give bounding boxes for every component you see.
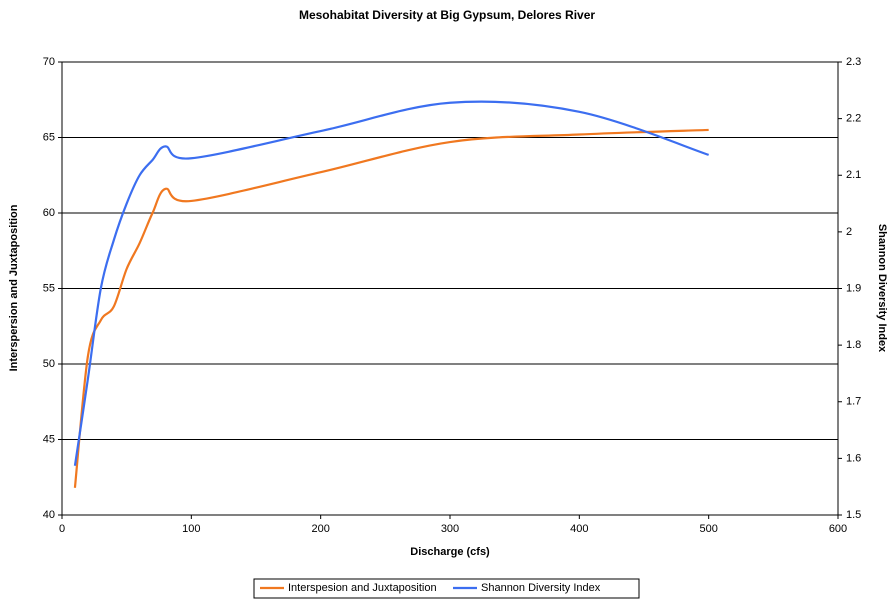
x-tick-label: 500: [699, 523, 717, 535]
x-tick-label: 200: [311, 523, 329, 535]
y2-axis-title: Shannon Diversity Index: [876, 224, 888, 353]
y2-tick-label: 2: [846, 226, 852, 238]
y2-tick-label: 1.9: [846, 282, 861, 294]
plot-frame: [61, 61, 839, 516]
y2-tick-label: 2.1: [846, 169, 861, 181]
y-tick-label: 45: [43, 433, 55, 445]
y-tick-label: 60: [43, 207, 55, 219]
x-axis-title: Discharge (cfs): [410, 546, 490, 558]
chart-title: Mesohabitat Diversity at Big Gypsum, Del…: [299, 8, 595, 22]
y-axis-title: Interspersion and Juxtaposition: [8, 204, 20, 371]
series-line: [73, 128, 709, 488]
legend-label: Interspesion and Juxtaposition: [288, 582, 437, 594]
y-tick-label: 40: [43, 509, 55, 521]
legend-label: Shannon Diversity Index: [481, 582, 601, 594]
y2-tick-label: 1.8: [846, 339, 861, 351]
y2-tick-label: 1.6: [846, 452, 861, 464]
y-tick-label: 55: [43, 282, 55, 294]
x-tick-label: 300: [441, 523, 459, 535]
legend-box: [253, 578, 640, 599]
y2-tick-label: 2.3: [846, 56, 861, 68]
y2-tick-label: 2.2: [846, 113, 861, 125]
y-tick-label: 50: [43, 358, 55, 370]
x-tick-label: 100: [182, 523, 200, 535]
y2-tick-label: 1.5: [846, 509, 861, 521]
x-tick-label: 600: [829, 523, 847, 535]
x-tick-label: 400: [570, 523, 588, 535]
x-tick-label: 0: [59, 523, 65, 535]
series-line: [73, 100, 710, 466]
y-tick-label: 65: [43, 131, 55, 143]
y-tick-label: 70: [43, 56, 55, 68]
y2-tick-label: 1.7: [846, 396, 861, 408]
